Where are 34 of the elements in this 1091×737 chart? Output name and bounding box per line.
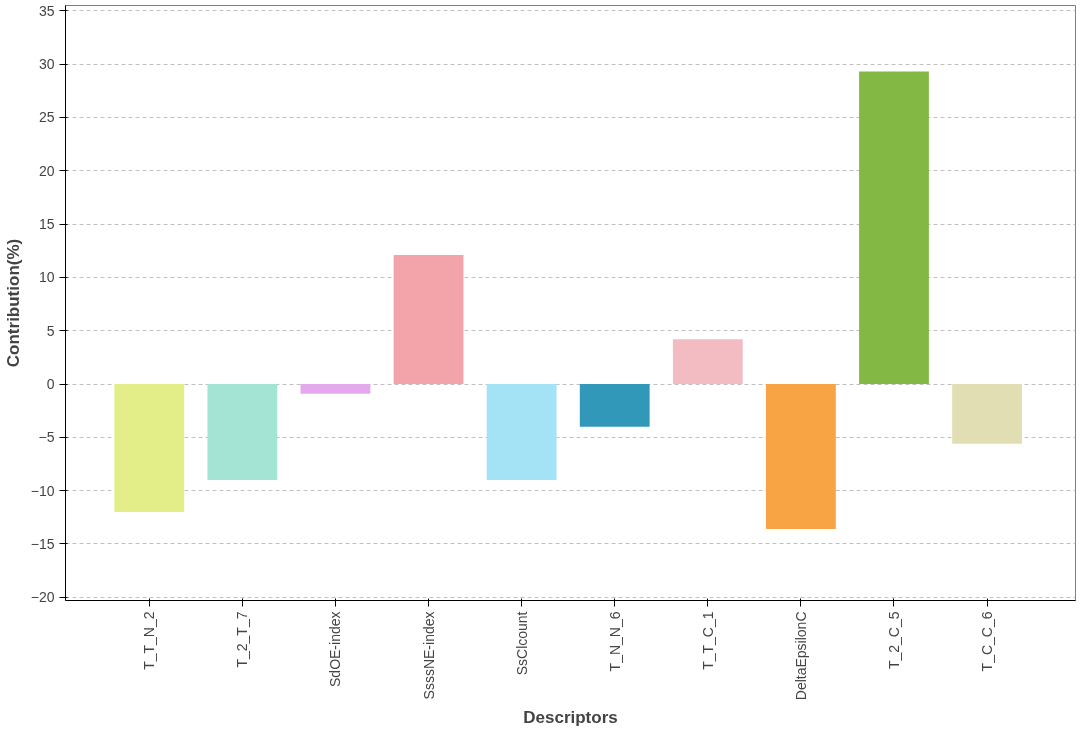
y-tick-label: −5 (38, 429, 55, 446)
y-tick-label: 15 (38, 216, 55, 233)
y-tick-label: −20 (30, 589, 55, 606)
bar (859, 71, 929, 385)
y-tick-label: 10 (38, 269, 55, 286)
y-tick-label: 0 (46, 376, 55, 393)
bar (300, 384, 371, 394)
bar (393, 255, 464, 385)
x-tick-label: T_C_C_6 (979, 611, 996, 672)
bar (672, 339, 743, 385)
x-tick-label: T_T_N_2 (141, 611, 158, 670)
x-tick-label: SsClcount (513, 611, 530, 676)
bar (486, 384, 557, 481)
y-tick-label: −10 (30, 482, 55, 499)
bar (114, 384, 185, 512)
y-tick-label: 30 (38, 56, 55, 73)
bar (952, 384, 1022, 444)
x-axis-title: Descriptors (523, 708, 618, 728)
y-tick-label: −15 (30, 535, 55, 552)
x-tick-label: DeltaEpsilonC (792, 611, 809, 701)
x-tick-label: T_2_C_5 (885, 611, 902, 670)
bar (765, 384, 836, 530)
y-tick-label: 5 (46, 322, 55, 339)
y-tick-label: 25 (38, 109, 55, 126)
y-tick-label: 35 (38, 2, 55, 19)
x-tick-label: T_2_T_7 (234, 611, 251, 668)
x-tick-label: SsssNE-index (420, 611, 437, 700)
y-axis-title: Contribution(%) (3, 238, 23, 368)
y-tick-label: 20 (38, 162, 55, 179)
bar (579, 384, 650, 427)
x-tick-label: SdOE-index (327, 611, 344, 687)
x-tick-label: T_T_C_1 (699, 611, 716, 670)
x-tick-label: T_N_N_6 (606, 611, 623, 672)
bar (207, 384, 278, 481)
